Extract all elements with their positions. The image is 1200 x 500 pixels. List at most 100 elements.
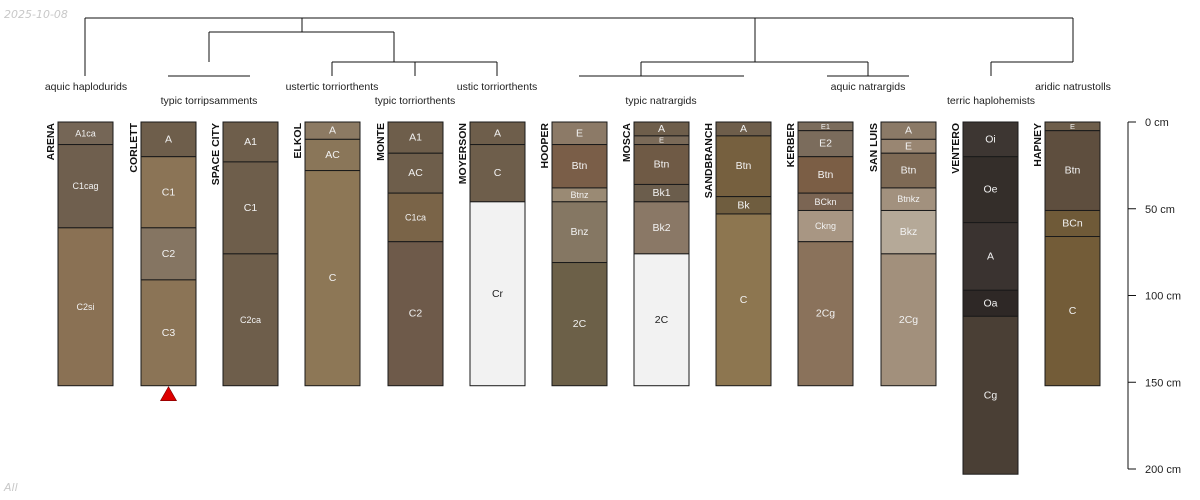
- horizon-a1: [387, 121, 444, 154]
- horizon-c1: [140, 156, 197, 229]
- profile-corlett: CORLETT A C1 C2 C3: [128, 121, 197, 387]
- horizon-label: Btn: [736, 160, 752, 172]
- horizon-label: E: [659, 136, 664, 145]
- taxon-label-typic-torriorthents: typic torriorthents: [375, 95, 456, 107]
- profile-name: VENTERO: [950, 123, 962, 174]
- horizon-label: Btn: [572, 160, 588, 172]
- horizon-label: A: [740, 123, 747, 135]
- horizon-label: C2: [409, 308, 423, 320]
- horizon-bkz: [880, 209, 937, 255]
- horizon-label: C1cag: [72, 181, 98, 191]
- horizon-label: Bk2: [652, 222, 670, 234]
- taxon-label-aquic-haplodurids: aquic haplodurids: [45, 81, 127, 93]
- horizon-label: BCkn: [814, 197, 836, 207]
- depth-tick-label: 50 cm: [1145, 204, 1175, 216]
- marker-layer: [159, 386, 178, 402]
- horizon-2c: [633, 253, 690, 387]
- horizon-c2: [387, 241, 444, 387]
- horizon-label: Cg: [984, 389, 998, 401]
- profile-ventero: VENTERO Oi Oe A Oa Cg: [950, 121, 1019, 475]
- profile-name: MOSCA: [621, 123, 633, 163]
- horizon-label: 2C: [573, 318, 587, 330]
- filter-label: All: [4, 481, 18, 494]
- horizon-bk2: [633, 201, 690, 255]
- depth-tick-label: 0 cm: [1145, 117, 1169, 129]
- horizon-2cg: [797, 241, 854, 387]
- horizon-label: Bkz: [900, 226, 918, 238]
- horizon-label: E: [905, 140, 912, 152]
- selection-marker-triangle: [159, 386, 178, 402]
- taxon-label-terric-haplohemists: terric haplohemists: [947, 95, 1035, 107]
- profile-name: HAPNEY: [1032, 123, 1044, 167]
- horizon-label: E: [1070, 122, 1075, 131]
- horizon-label: Btn: [901, 165, 917, 177]
- horizon-label: E1: [821, 122, 830, 131]
- horizon-label: C1ca: [405, 212, 426, 222]
- horizon-label: Cr: [492, 288, 504, 300]
- profile-hapney: HAPNEY E Btn BCn C: [1032, 121, 1101, 387]
- horizon-label: C: [1069, 305, 1077, 317]
- date-stamp: 2025-10-08: [4, 8, 68, 21]
- horizon-btn: [797, 156, 854, 194]
- profile-monte: MONTE A1 AC C1ca C2: [375, 121, 444, 387]
- horizon-2c: [551, 262, 608, 387]
- horizon-btn: [633, 144, 690, 185]
- horizon-2cg: [880, 253, 937, 387]
- horizon-label: C: [494, 167, 502, 179]
- horizon-label: A: [494, 127, 501, 139]
- horizon-label: C: [740, 294, 748, 306]
- horizon-label: AC: [408, 167, 423, 179]
- profile-sandbranch: SANDBRANCH A Btn Bk C: [703, 121, 772, 387]
- horizon-label: A: [905, 125, 912, 137]
- taxon-label-ustic-torriorthents: ustic torriorthents: [457, 81, 538, 93]
- profile-name: MONTE: [375, 123, 387, 161]
- horizon-label: Btn: [1065, 165, 1081, 177]
- taxa-labels: aquic haplodurids typic torripsamments ust…: [45, 81, 1111, 107]
- taxon-label-typic-natrargids: typic natrargids: [625, 95, 696, 107]
- profile-hooper: HOOPER E Btn Btnz Bnz 2C: [539, 121, 608, 387]
- horizon-label: A: [987, 250, 994, 262]
- horizon-c: [469, 144, 526, 203]
- horizon-ckng: [797, 209, 854, 243]
- profile-space-city: SPACE CITY A1 C1 C2ca: [210, 121, 279, 387]
- profile-name: SPACE CITY: [210, 123, 222, 185]
- profile-san-luis: SAN LUIS AE Btn Btnkz Bkz 2Cg: [868, 121, 937, 387]
- depth-tick-label: 200 cm: [1145, 464, 1181, 476]
- horizon-label: BCn: [1062, 217, 1083, 229]
- horizon-oe: [962, 156, 1019, 224]
- horizon-c1: [222, 161, 279, 255]
- horizon-label: C2si: [76, 302, 94, 312]
- depth-axis: 0 cm 50 cm 100 cm 150 cm 200 cm: [1127, 117, 1181, 476]
- horizon-c: [304, 170, 361, 387]
- horizon-label: Bk1: [652, 187, 670, 199]
- taxon-label-aquic-natrargids: aquic natrargids: [831, 81, 906, 93]
- horizon-label: A: [658, 123, 665, 135]
- horizon-label: 2Cg: [816, 308, 835, 320]
- horizon-label: Btn: [818, 169, 834, 181]
- horizon-label: C1: [244, 202, 258, 214]
- horizon-label: C: [329, 272, 337, 284]
- horizon-btn: [715, 135, 772, 198]
- horizon-label: A1ca: [75, 128, 96, 138]
- horizon-c2ca: [222, 253, 279, 387]
- taxon-label-typic-torripsamments: typic torripsamments: [161, 95, 258, 107]
- profile-name: ARENA: [45, 123, 57, 161]
- horizon-label: C2: [162, 248, 176, 260]
- profile-name: ELKOL: [292, 122, 304, 158]
- horizon-a: [140, 121, 197, 158]
- taxonomy-dendrogram: [84, 17, 1074, 77]
- profile-name: CORLETT: [128, 122, 140, 172]
- horizon-bnz: [551, 201, 608, 264]
- profile-name: SANDBRANCH: [703, 123, 715, 198]
- horizon-label: Bnz: [570, 226, 588, 238]
- horizon-label: C2ca: [240, 315, 261, 325]
- horizon-cg: [962, 315, 1019, 475]
- horizon-cr: [469, 201, 526, 387]
- profile-arena: ARENA A1ca C1cag C2si: [45, 121, 114, 387]
- horizon-btn: [1044, 130, 1101, 211]
- horizon-label: Btnz: [570, 190, 589, 200]
- horizon-label: Ckng: [815, 221, 836, 231]
- horizon-bcn: [1044, 209, 1101, 238]
- horizon-label: A: [165, 133, 172, 145]
